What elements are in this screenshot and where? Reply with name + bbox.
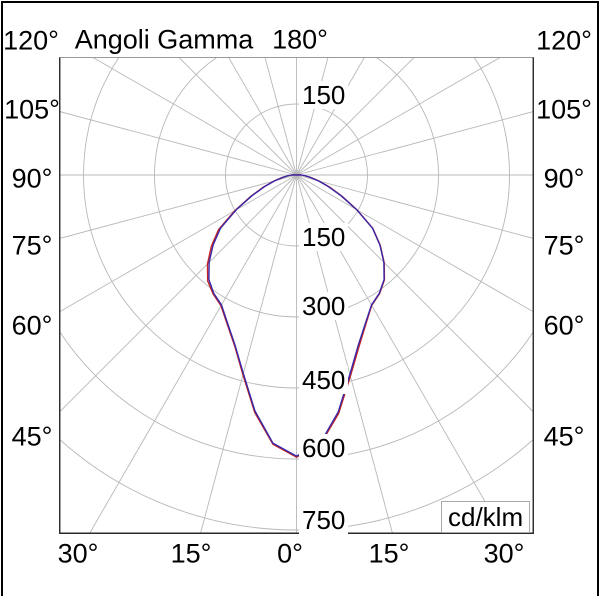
chart-title: Angoli Gamma [74,24,254,55]
angle-label-left-105: 105° [4,94,60,125]
radial-tick-750: 750 [299,506,349,534]
angle-label-left-60: 60° [11,310,53,341]
angle-grid-ray [296,57,366,176]
angle-label-top-180: 180° [272,24,328,55]
angle-label-bottom-0: 0° [277,538,303,569]
angle-grid-ray [177,57,297,176]
plot-border-dark [59,57,534,534]
radial-grid-ring [225,103,368,247]
radial-grid-ring [154,57,439,318]
intensity-curve-c90-c270 [208,174,385,457]
angle-grid-ray [296,174,534,240]
unit-label-box: cd/klm [441,501,531,533]
angle-label-bottom-right-30: 30° [483,538,525,569]
angle-label-bottom-left-30: 30° [57,538,99,569]
intensity-curve-c0-c180 [206,174,386,458]
radial-tick-300: 300 [299,292,349,320]
radial-grid-ring [59,438,534,531]
polar-grid [59,57,534,534]
angle-grid-ray [88,174,297,534]
angle-grid-ray [227,57,297,176]
angle-label-right-90: 90° [543,163,585,194]
angle-label-left-75: 75° [11,230,53,261]
angle-grid-ray [59,174,297,240]
angle-label-top-right-120: 120° [536,25,592,56]
angle-label-right-75: 75° [543,230,585,261]
angle-label-left-45: 45° [11,421,53,452]
angle-grid-ray [296,174,534,313]
polar-plot [59,57,534,534]
angle-grid-ray [296,174,534,414]
radial-grid-ring [59,329,534,460]
angle-grid-ray [296,57,502,176]
angle-grid-ray [296,174,505,534]
radial-tick-600: 600 [299,434,349,462]
radial-tick-450: 450 [299,366,349,394]
angle-grid-ray [91,57,297,176]
angle-label-right-60: 60° [543,310,585,341]
angle-grid-ray [296,174,394,534]
angle-grid-ray [296,57,416,176]
angle-grid-ray [199,174,297,534]
radial-tick-150-upper: 150 [299,81,349,109]
radial-tick-150: 150 [299,223,349,251]
angle-grid-ray [296,110,534,176]
angle-grid-ray [59,174,297,313]
angle-label-right-105: 105° [536,94,592,125]
angle-label-right-45: 45° [543,421,585,452]
angle-label-bottom-left-15: 15° [170,538,212,569]
angle-grid-ray [296,57,329,176]
radial-grid-ring [83,57,510,389]
angle-label-bottom-right-15: 15° [368,538,410,569]
angle-label-top-left-120: 120° [3,25,59,56]
angle-grid-ray [59,174,297,414]
angle-grid-ray [59,110,297,176]
angle-label-left-90: 90° [11,163,53,194]
angle-grid-ray [264,57,297,176]
